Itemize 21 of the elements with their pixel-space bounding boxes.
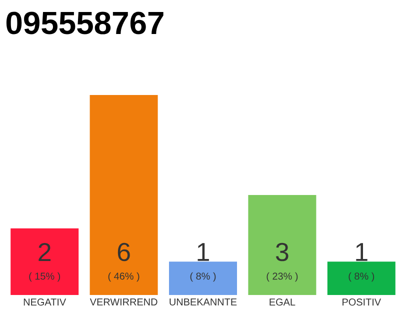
x-tick-label: UNBEKANNTE <box>170 298 237 306</box>
chart-title: 095558767 <box>6 12 164 34</box>
annotation: ( 8% ) <box>190 272 216 282</box>
annotation: ( 46% ) <box>108 272 140 282</box>
data-label: 3 <box>276 242 288 262</box>
bar <box>10 228 79 295</box>
annotation: ( 15% ) <box>29 272 60 282</box>
x-tick-label: EGAL <box>270 298 296 306</box>
data-label: 6 <box>118 242 130 262</box>
bar <box>169 262 238 295</box>
x-tick-label: NEGATIV <box>24 298 66 306</box>
bar <box>90 95 158 295</box>
annotation: ( 23% ) <box>266 272 298 282</box>
x-tick-label: VERWIRREND <box>90 298 158 306</box>
bar <box>327 262 396 295</box>
data-label: 1 <box>198 243 209 261</box>
x-tick-label: POSITIV <box>342 298 382 306</box>
bar <box>248 195 316 295</box>
data-label: 2 <box>38 242 51 262</box>
data-label: 1 <box>356 243 368 261</box>
annotation: ( 8% ) <box>348 272 374 282</box>
